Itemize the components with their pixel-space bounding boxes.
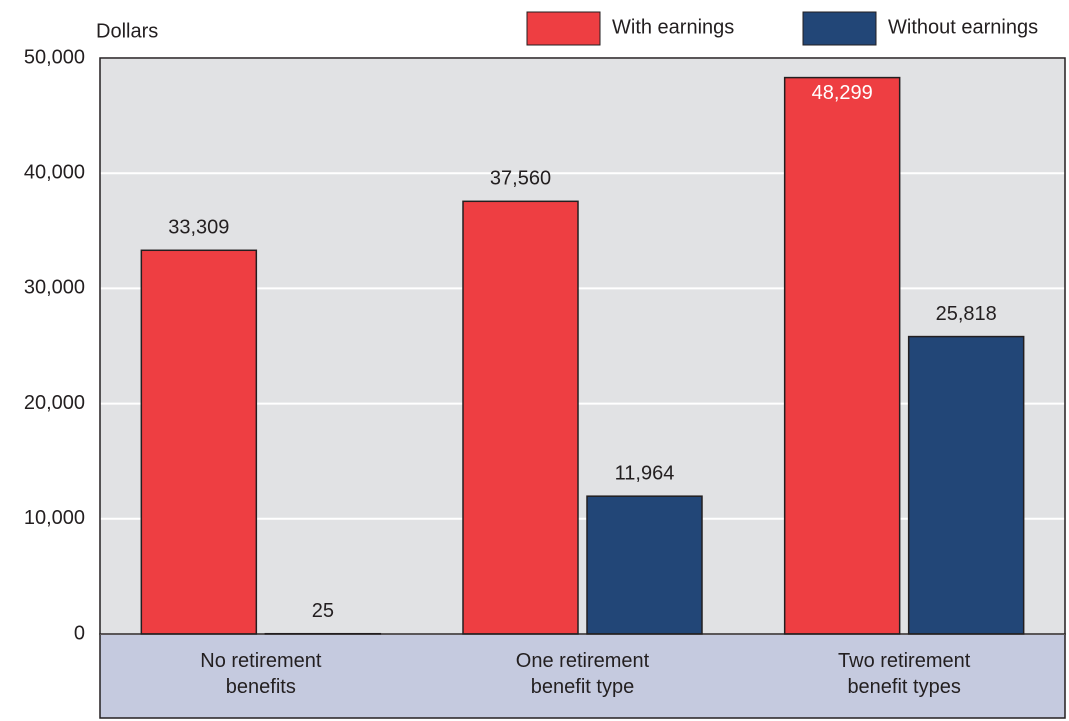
value-label: 25: [312, 600, 334, 622]
x-tick-label: One retirement benefit type: [515, 650, 650, 698]
value-label: 11,964: [615, 462, 675, 484]
value-label: 37,560: [490, 168, 551, 190]
bar: [140, 249, 258, 635]
y-tick-label: 50,000: [24, 46, 85, 68]
bar: [586, 495, 703, 635]
y-axis-label: Dollars: [96, 20, 158, 42]
bar: [783, 76, 901, 635]
bar: [907, 335, 1025, 635]
y-tick-label: 40,000: [24, 161, 85, 183]
legend-label: Without earnings: [888, 16, 1038, 38]
bar: [462, 200, 579, 635]
y-tick-label: 30,000: [24, 277, 85, 299]
plot-border: [99, 57, 1066, 635]
plot-background: [100, 58, 1065, 634]
x-tick-label: Two retirement benefit types: [838, 650, 971, 698]
y-tick-label: 10,000: [24, 507, 85, 529]
x-tick-label: No retirement benefits: [200, 650, 322, 698]
value-label: 48,299: [812, 82, 873, 104]
category-band: [99, 633, 1066, 719]
legend-swatch: [802, 11, 877, 46]
y-tick-label: 0: [74, 622, 85, 644]
value-label: 33,309: [168, 217, 229, 239]
legend-label: With earnings: [612, 16, 734, 38]
legend-swatch: [526, 11, 601, 46]
y-tick-label: 20,000: [24, 392, 85, 414]
value-label: 25,818: [936, 303, 997, 325]
